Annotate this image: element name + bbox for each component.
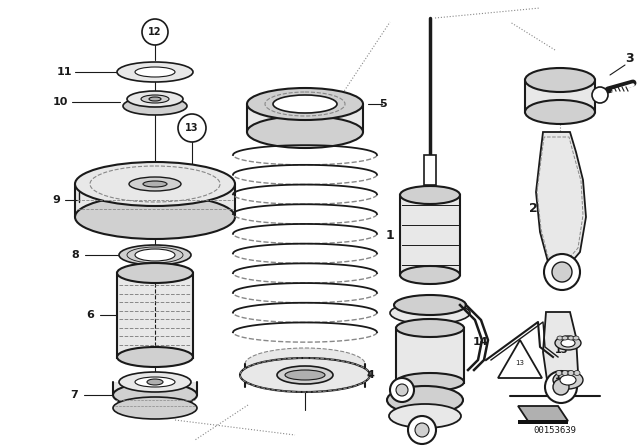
- Ellipse shape: [285, 370, 325, 380]
- Circle shape: [415, 423, 429, 437]
- Circle shape: [408, 416, 436, 444]
- Circle shape: [552, 262, 572, 282]
- Circle shape: [553, 379, 569, 395]
- Polygon shape: [543, 312, 578, 390]
- Circle shape: [390, 378, 414, 402]
- Ellipse shape: [117, 62, 193, 82]
- Ellipse shape: [75, 162, 235, 206]
- Ellipse shape: [135, 249, 175, 261]
- Ellipse shape: [123, 97, 187, 115]
- Ellipse shape: [273, 95, 337, 113]
- Text: 7: 7: [70, 390, 78, 400]
- Circle shape: [544, 254, 580, 290]
- Bar: [245, 364, 365, 385]
- Ellipse shape: [75, 195, 235, 239]
- Polygon shape: [518, 406, 568, 421]
- Text: 2: 2: [529, 202, 538, 215]
- Text: 4: 4: [366, 370, 374, 380]
- Bar: [117, 273, 193, 358]
- Ellipse shape: [127, 91, 183, 107]
- Ellipse shape: [396, 373, 464, 391]
- Ellipse shape: [396, 319, 464, 337]
- Ellipse shape: [562, 336, 568, 340]
- Text: 12: 12: [148, 27, 162, 37]
- Text: 9: 9: [52, 195, 60, 205]
- Ellipse shape: [400, 266, 460, 284]
- Circle shape: [545, 371, 577, 403]
- Ellipse shape: [557, 336, 563, 340]
- Ellipse shape: [562, 370, 568, 375]
- Ellipse shape: [387, 386, 463, 414]
- Ellipse shape: [400, 186, 460, 204]
- Circle shape: [592, 87, 608, 103]
- Text: 8: 8: [71, 250, 79, 260]
- Ellipse shape: [119, 245, 191, 265]
- Text: 13: 13: [556, 345, 569, 355]
- Ellipse shape: [147, 379, 163, 385]
- Ellipse shape: [245, 348, 365, 380]
- Circle shape: [142, 19, 168, 45]
- Ellipse shape: [149, 97, 161, 101]
- Ellipse shape: [556, 370, 562, 375]
- Bar: [396, 328, 464, 383]
- Ellipse shape: [553, 371, 583, 389]
- Ellipse shape: [117, 263, 193, 283]
- Ellipse shape: [390, 302, 470, 324]
- Ellipse shape: [525, 100, 595, 124]
- Ellipse shape: [240, 358, 370, 392]
- Ellipse shape: [113, 383, 197, 407]
- Bar: [400, 195, 460, 275]
- Bar: [247, 104, 363, 132]
- Ellipse shape: [568, 336, 574, 340]
- Ellipse shape: [277, 366, 333, 384]
- Ellipse shape: [117, 347, 193, 367]
- Ellipse shape: [573, 336, 579, 340]
- Ellipse shape: [129, 177, 181, 191]
- Ellipse shape: [394, 295, 466, 315]
- Bar: [518, 420, 568, 424]
- Text: 1: 1: [386, 228, 394, 241]
- Text: 5: 5: [379, 99, 387, 109]
- Ellipse shape: [574, 370, 580, 375]
- Polygon shape: [536, 132, 586, 272]
- Circle shape: [396, 384, 408, 396]
- Ellipse shape: [135, 377, 175, 387]
- Text: 10: 10: [52, 97, 68, 107]
- Text: 12: 12: [556, 371, 569, 381]
- Text: 13: 13: [515, 360, 525, 366]
- Text: 3: 3: [626, 52, 634, 65]
- Bar: [424, 155, 436, 185]
- Ellipse shape: [143, 181, 167, 187]
- Ellipse shape: [389, 404, 461, 428]
- Text: 11: 11: [56, 67, 72, 77]
- Ellipse shape: [568, 370, 574, 375]
- Text: 14: 14: [472, 337, 488, 347]
- Ellipse shape: [135, 67, 175, 77]
- Text: 13: 13: [185, 123, 199, 133]
- Ellipse shape: [525, 68, 595, 92]
- Ellipse shape: [119, 372, 191, 392]
- Circle shape: [178, 114, 206, 142]
- Text: 6: 6: [86, 310, 94, 320]
- Ellipse shape: [113, 397, 197, 419]
- Bar: [525, 80, 595, 112]
- Text: 00153639: 00153639: [534, 426, 577, 435]
- Ellipse shape: [555, 336, 581, 350]
- Ellipse shape: [247, 88, 363, 120]
- Polygon shape: [498, 340, 542, 378]
- Ellipse shape: [561, 339, 575, 347]
- Ellipse shape: [247, 116, 363, 148]
- Ellipse shape: [141, 95, 169, 103]
- Ellipse shape: [560, 375, 576, 385]
- Bar: [113, 382, 197, 395]
